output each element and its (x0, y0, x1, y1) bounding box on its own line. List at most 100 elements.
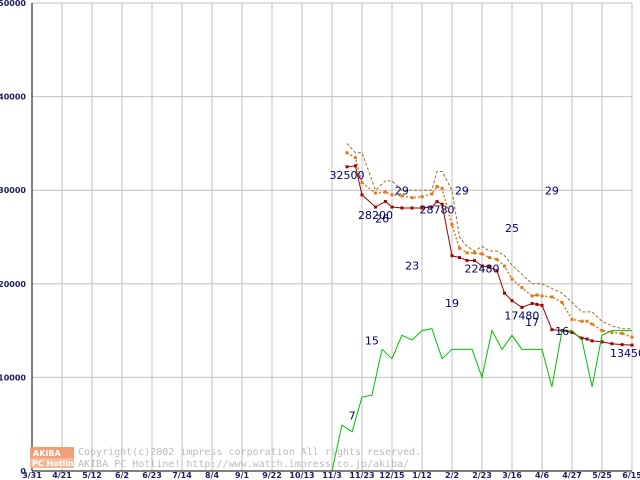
point-lowest (345, 165, 349, 169)
point-average (580, 319, 584, 323)
y-tick-label: 0 (20, 467, 26, 476)
x-tick-label: 8/4 (205, 471, 219, 480)
point-average (465, 251, 469, 255)
x-tick-label: 12/15 (379, 471, 405, 480)
data-label: 7 (349, 409, 356, 422)
point-average (630, 335, 634, 339)
data-label: 28200 (358, 209, 393, 222)
point-average (550, 295, 554, 299)
logo-box-bottom (30, 458, 74, 468)
data-label: 23 (405, 260, 419, 273)
data-label: 28780 (420, 204, 455, 217)
data-label: 13450 (610, 347, 640, 360)
point-lowest (488, 265, 491, 269)
point-lowest (535, 302, 539, 306)
point-lowest (550, 328, 554, 332)
point-lowest (580, 336, 584, 340)
point-average (495, 257, 499, 261)
data-label: 25 (505, 222, 519, 235)
x-tick-label: 3/16 (502, 471, 522, 480)
point-lowest (503, 291, 506, 295)
point-average (450, 223, 454, 227)
data-label: 29 (395, 185, 409, 198)
x-tick-label: 9/1 (235, 471, 249, 480)
logo-bottom-text: PC Hotline! (32, 459, 83, 468)
x-tick-label: 6/23 (142, 471, 162, 480)
point-lowest (450, 254, 454, 258)
point-lowest (374, 205, 377, 209)
copyright-text: Copyright(c)2002 impress corporation All… (78, 447, 421, 458)
point-lowest (585, 337, 589, 341)
x-tick-label: 4/21 (52, 471, 72, 480)
point-average (540, 294, 544, 298)
point-average (590, 322, 594, 326)
point-average (503, 264, 506, 268)
y-tick-label: 20000 (0, 280, 26, 289)
data-labels: 32500 28200 28780 22480 17480 13450 7 15 26 29 23 1… (330, 169, 640, 423)
series-line-average (346, 152, 633, 338)
point-average (480, 252, 484, 256)
point-average (473, 251, 476, 255)
data-label: 19 (445, 297, 459, 310)
point-average (570, 317, 574, 321)
point-lowest (360, 193, 364, 197)
point-average (530, 294, 534, 298)
logo-box-top (30, 447, 74, 458)
y-axis-ticks: 0 10000 20000 30000 40000 50000 (0, 0, 26, 476)
grid-lines (32, 2, 633, 471)
x-tick-label: 4/27 (562, 471, 582, 480)
point-lowest (530, 301, 534, 305)
data-label: 17480 (504, 309, 539, 322)
point-average (585, 319, 589, 323)
data-label: 29 (545, 185, 559, 198)
point-average (435, 184, 439, 188)
data-label: 22480 (465, 263, 500, 276)
point-average (510, 277, 514, 281)
y-tick-label: 30000 (0, 186, 26, 195)
data-label: 29 (455, 185, 469, 198)
x-tick-label: 11/23 (349, 471, 374, 480)
point-lowest (480, 264, 484, 268)
point-lowest (420, 206, 424, 210)
series-group (331, 143, 634, 472)
point-average (560, 301, 564, 305)
point-lowest (473, 259, 476, 263)
point-lowest (465, 258, 469, 262)
point-average (600, 329, 604, 333)
point-lowest (600, 340, 604, 344)
x-tick-label: 10/13 (289, 471, 314, 480)
data-label: 32500 (330, 169, 365, 182)
point-lowest (440, 202, 444, 206)
data-label: 16 (555, 325, 569, 338)
point-average (410, 196, 414, 200)
point-lowest (353, 164, 357, 168)
point-lowest (400, 206, 404, 210)
point-average (430, 192, 434, 196)
point-average (520, 286, 524, 290)
series-line-shops (331, 328, 632, 472)
x-tick-label: 4/6 (535, 471, 549, 480)
point-lowest (430, 205, 434, 209)
x-tick-label: 6/15 (622, 471, 640, 480)
point-average (535, 293, 539, 297)
data-label: 15 (365, 335, 379, 348)
y-tick-label: 50000 (0, 0, 26, 8)
point-average (440, 186, 444, 190)
point-average (374, 191, 377, 195)
point-lowest (610, 342, 614, 346)
x-tick-label: 5/12 (82, 471, 102, 480)
x-tick-label: 3/31 (22, 471, 42, 480)
point-lowest (630, 343, 634, 347)
point-average (620, 331, 624, 335)
point-average (488, 256, 491, 260)
x-tick-label: 11/3 (322, 471, 342, 480)
x-tick-label: 2/23 (472, 471, 492, 480)
point-average (360, 181, 364, 185)
x-tick-label: 9/22 (262, 471, 282, 480)
point-average (458, 246, 461, 250)
point-average (420, 195, 424, 199)
point-lowest (520, 305, 524, 309)
point-average (353, 155, 357, 159)
x-axis-ticks: 3/31 4/21 5/12 6/2 6/23 7/14 8/4 9/1 9/22 10/13 11… (22, 471, 640, 480)
